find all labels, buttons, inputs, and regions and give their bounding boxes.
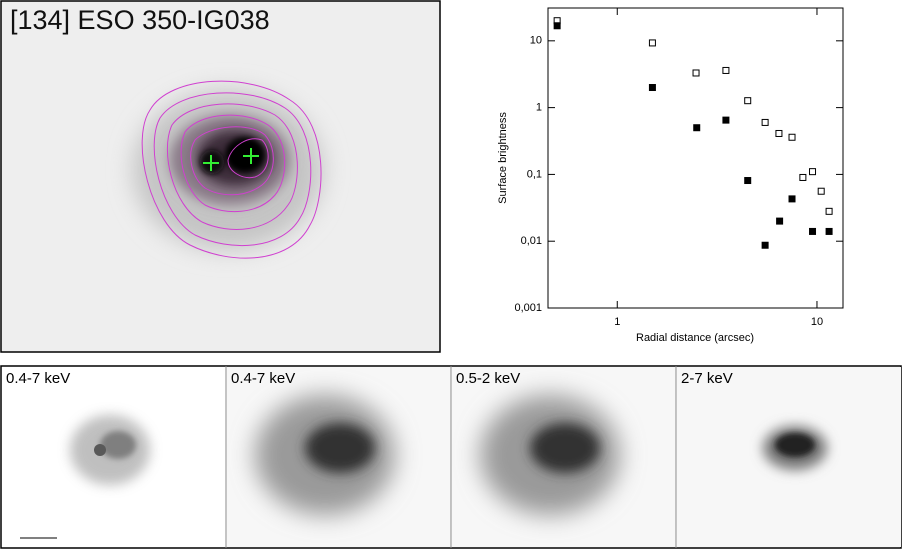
data-point — [722, 66, 730, 74]
data-point — [648, 39, 656, 47]
plot-frame — [547, 7, 844, 309]
data-point — [809, 227, 817, 235]
xray-panels: 0.4-7 keV 0.4-7 keV 0.5-2 keV 2-7 keV — [0, 365, 902, 549]
y-axis-label: Surface brightness — [497, 112, 509, 204]
data-point — [775, 129, 783, 137]
data-point — [744, 177, 752, 185]
data-point — [776, 217, 784, 225]
image-title: [134] ESO 350-IG038 — [10, 5, 270, 35]
x-axis-label: Radial distance (arcsec) — [636, 332, 754, 344]
panel-label: 2-7 keV — [681, 370, 733, 387]
data-point — [799, 173, 807, 181]
data-point — [761, 118, 769, 126]
panel-label: 0.4-7 keV — [6, 370, 70, 387]
x-tick-label: 10 — [811, 316, 823, 328]
data-point — [648, 84, 656, 92]
data-point — [825, 207, 833, 215]
panel-label: 0.4-7 keV — [231, 370, 295, 387]
y-tick-label: 1 — [536, 102, 542, 114]
y-tick-label: 0,01 — [521, 235, 542, 247]
y-tick-label: 0,1 — [527, 168, 542, 180]
data-point — [788, 133, 796, 141]
data-point — [788, 195, 796, 203]
optical-image: [134] ESO 350-IG038 — [0, 0, 441, 353]
data-point — [744, 97, 752, 105]
data-point — [825, 227, 833, 235]
data-point — [809, 168, 817, 176]
y-tick-label: 0,001 — [514, 302, 542, 314]
data-point — [722, 116, 730, 124]
y-tick-label: 10 — [530, 35, 542, 47]
data-point — [817, 187, 825, 195]
x-tick-label: 1 — [614, 316, 620, 328]
data-point — [761, 241, 769, 249]
panel-label: 0.5-2 keV — [456, 370, 520, 387]
data-point — [692, 69, 700, 77]
data-point — [553, 22, 561, 30]
data-point — [693, 124, 701, 132]
